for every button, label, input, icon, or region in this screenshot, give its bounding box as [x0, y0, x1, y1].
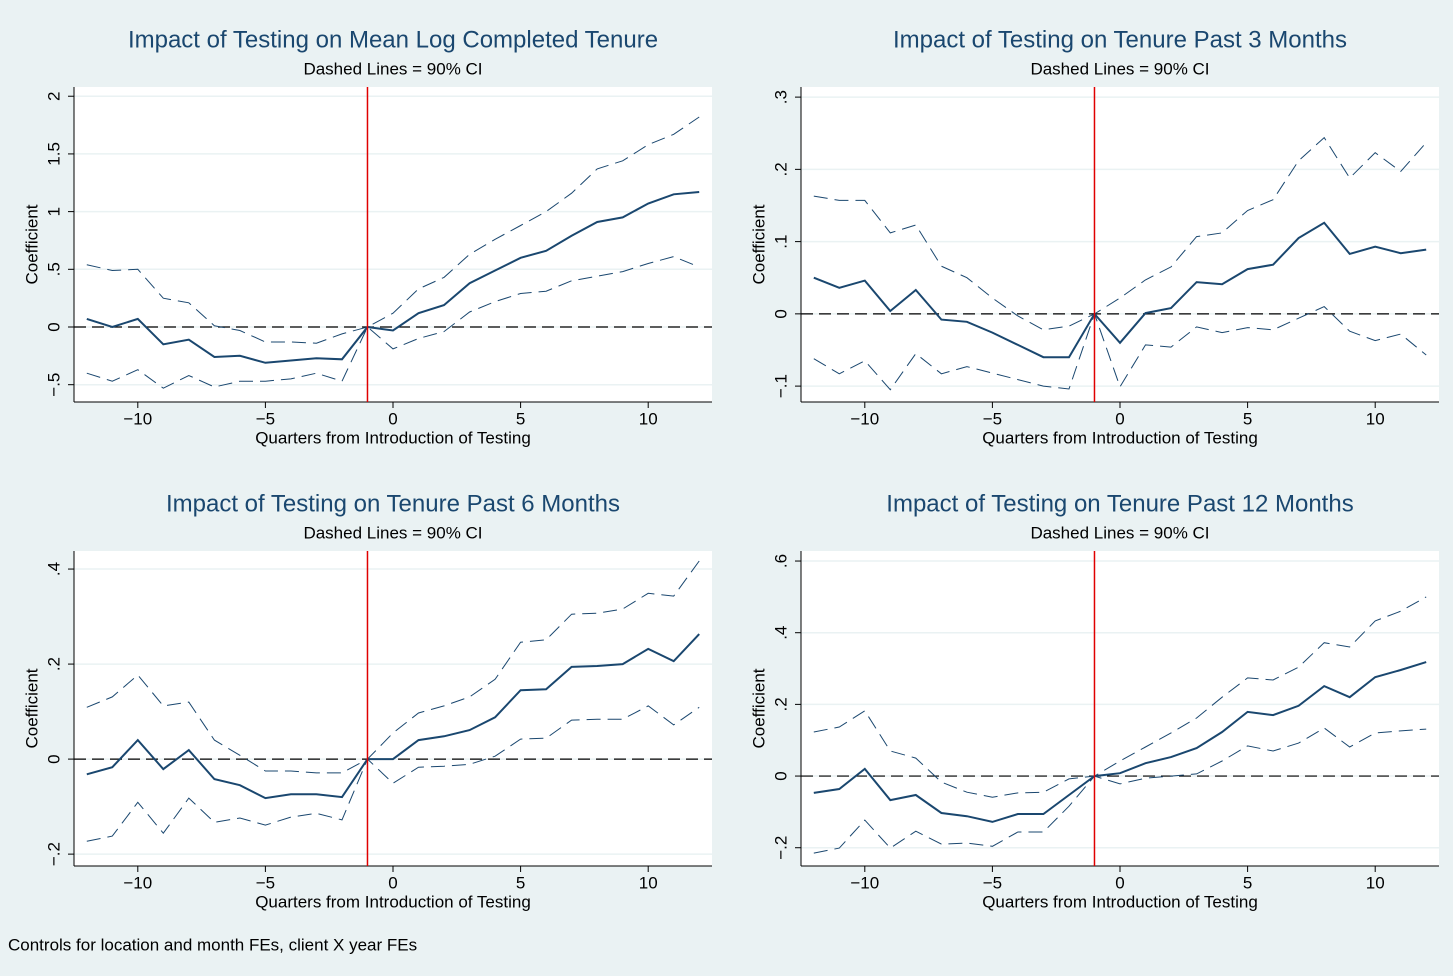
- ci-line: [86, 560, 700, 774]
- chart-subtitle: Dashed Lines = 90% CI: [1030, 59, 1209, 78]
- ci-line: [86, 705, 700, 842]
- y-tick-label: .2: [771, 697, 790, 711]
- plot-area: [801, 87, 1439, 402]
- ci-line: [86, 256, 700, 389]
- chart-subtitle: Dashed Lines = 90% CI: [303, 59, 482, 78]
- y-tick-label: .5: [44, 262, 63, 276]
- x-tick-label: 5: [516, 409, 525, 428]
- y-tick-label: 0: [771, 771, 790, 780]
- y-tick-label: −.5: [44, 373, 63, 397]
- y-tick-label: 1: [44, 207, 63, 216]
- plot-area: [801, 551, 1439, 866]
- x-tick-label: −10: [850, 409, 879, 428]
- ci-line: [813, 727, 1427, 854]
- y-tick-label: 1.5: [44, 142, 63, 166]
- y-tick-label: .4: [44, 562, 63, 576]
- x-tick-label: 0: [388, 873, 397, 892]
- x-axis-label: Quarters from Introduction of Testing: [982, 892, 1258, 911]
- y-tick-label: .3: [771, 90, 790, 104]
- y-tick-label: −.1: [771, 374, 790, 398]
- footnote: Controls for location and month FEs, cli…: [8, 935, 417, 954]
- chart-subtitle: Dashed Lines = 90% CI: [303, 523, 482, 542]
- x-axis-label: Quarters from Introduction of Testing: [255, 428, 531, 447]
- x-tick-label: 10: [639, 409, 658, 428]
- y-axis-label: Coefficient: [22, 668, 41, 748]
- y-tick-label: −.2: [44, 842, 63, 866]
- chart-subtitle: Dashed Lines = 90% CI: [1030, 523, 1209, 542]
- coefficient-line: [86, 633, 700, 800]
- x-tick-label: 0: [1115, 409, 1124, 428]
- y-tick-label: 0: [771, 309, 790, 318]
- ci-line: [813, 136, 1427, 331]
- x-tick-label: −5: [983, 873, 1002, 892]
- x-tick-label: −10: [123, 409, 152, 428]
- y-tick-label: −.2: [771, 836, 790, 860]
- x-tick-label: 5: [1243, 873, 1252, 892]
- x-tick-label: −10: [850, 873, 879, 892]
- y-axis-label: Coefficient: [749, 668, 768, 748]
- x-tick-label: 10: [1366, 873, 1385, 892]
- ci-line: [813, 596, 1427, 798]
- y-tick-label: .6: [771, 554, 790, 568]
- x-axis-label: Quarters from Introduction of Testing: [982, 428, 1258, 447]
- chart-title: Impact of Testing on Tenure Past 6 Month…: [166, 490, 620, 517]
- x-axis-label: Quarters from Introduction of Testing: [255, 892, 531, 911]
- coefficient-line: [813, 661, 1427, 823]
- x-tick-label: 10: [639, 873, 658, 892]
- y-tick-label: 2: [44, 91, 63, 100]
- x-tick-label: 0: [1115, 873, 1124, 892]
- y-axis-label: Coefficient: [22, 204, 41, 284]
- x-tick-label: 0: [388, 409, 397, 428]
- y-tick-label: .1: [771, 235, 790, 249]
- chart-title: Impact of Testing on Tenure Past 12 Mont…: [886, 490, 1353, 517]
- x-tick-label: −5: [256, 873, 275, 892]
- x-tick-label: 5: [516, 873, 525, 892]
- x-tick-label: −10: [123, 873, 152, 892]
- ci-line: [86, 116, 700, 344]
- y-tick-label: .2: [44, 657, 63, 671]
- y-tick-label: 0: [44, 322, 63, 331]
- chart-title: Impact of Testing on Mean Log Completed …: [128, 26, 658, 53]
- plot-area: [74, 87, 712, 402]
- y-tick-label: .2: [771, 162, 790, 176]
- x-tick-label: −5: [983, 409, 1002, 428]
- y-tick-label: .4: [771, 626, 790, 640]
- x-tick-label: 10: [1366, 409, 1385, 428]
- y-axis-label: Coefficient: [749, 204, 768, 284]
- ci-line: [813, 306, 1427, 391]
- coefficient-line: [813, 221, 1427, 359]
- x-tick-label: −5: [256, 409, 275, 428]
- coefficient-line: [86, 191, 700, 364]
- x-tick-label: 5: [1243, 409, 1252, 428]
- chart-title: Impact of Testing on Tenure Past 3 Month…: [893, 26, 1347, 53]
- plot-area: [74, 551, 712, 866]
- y-tick-label: 0: [44, 754, 63, 763]
